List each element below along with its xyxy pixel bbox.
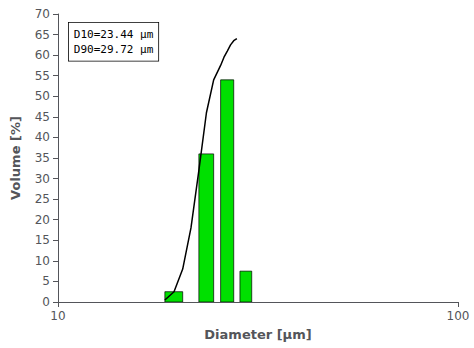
svg-text:10: 10 [35,254,50,268]
svg-text:30: 30 [35,172,50,186]
svg-text:5: 5 [42,274,50,288]
svg-text:65: 65 [35,28,50,42]
svg-text:35: 35 [35,151,50,165]
svg-text:50: 50 [35,89,50,103]
svg-text:Diameter [μm]: Diameter [μm] [204,327,311,342]
svg-text:100: 100 [447,309,470,323]
svg-text:20: 20 [35,213,50,227]
svg-text:10: 10 [50,309,65,323]
svg-text:D90=29.72 μm: D90=29.72 μm [74,43,154,56]
svg-text:70: 70 [35,7,50,21]
svg-text:25: 25 [35,192,50,206]
svg-text:15: 15 [35,233,50,247]
svg-text:0: 0 [42,295,50,309]
svg-text:D10=23.44 μm: D10=23.44 μm [74,28,154,41]
svg-text:55: 55 [35,69,50,83]
svg-text:45: 45 [35,110,50,124]
svg-text:40: 40 [35,130,50,144]
svg-text:60: 60 [35,48,50,62]
svg-text:Volume [%]: Volume [%] [8,116,23,200]
